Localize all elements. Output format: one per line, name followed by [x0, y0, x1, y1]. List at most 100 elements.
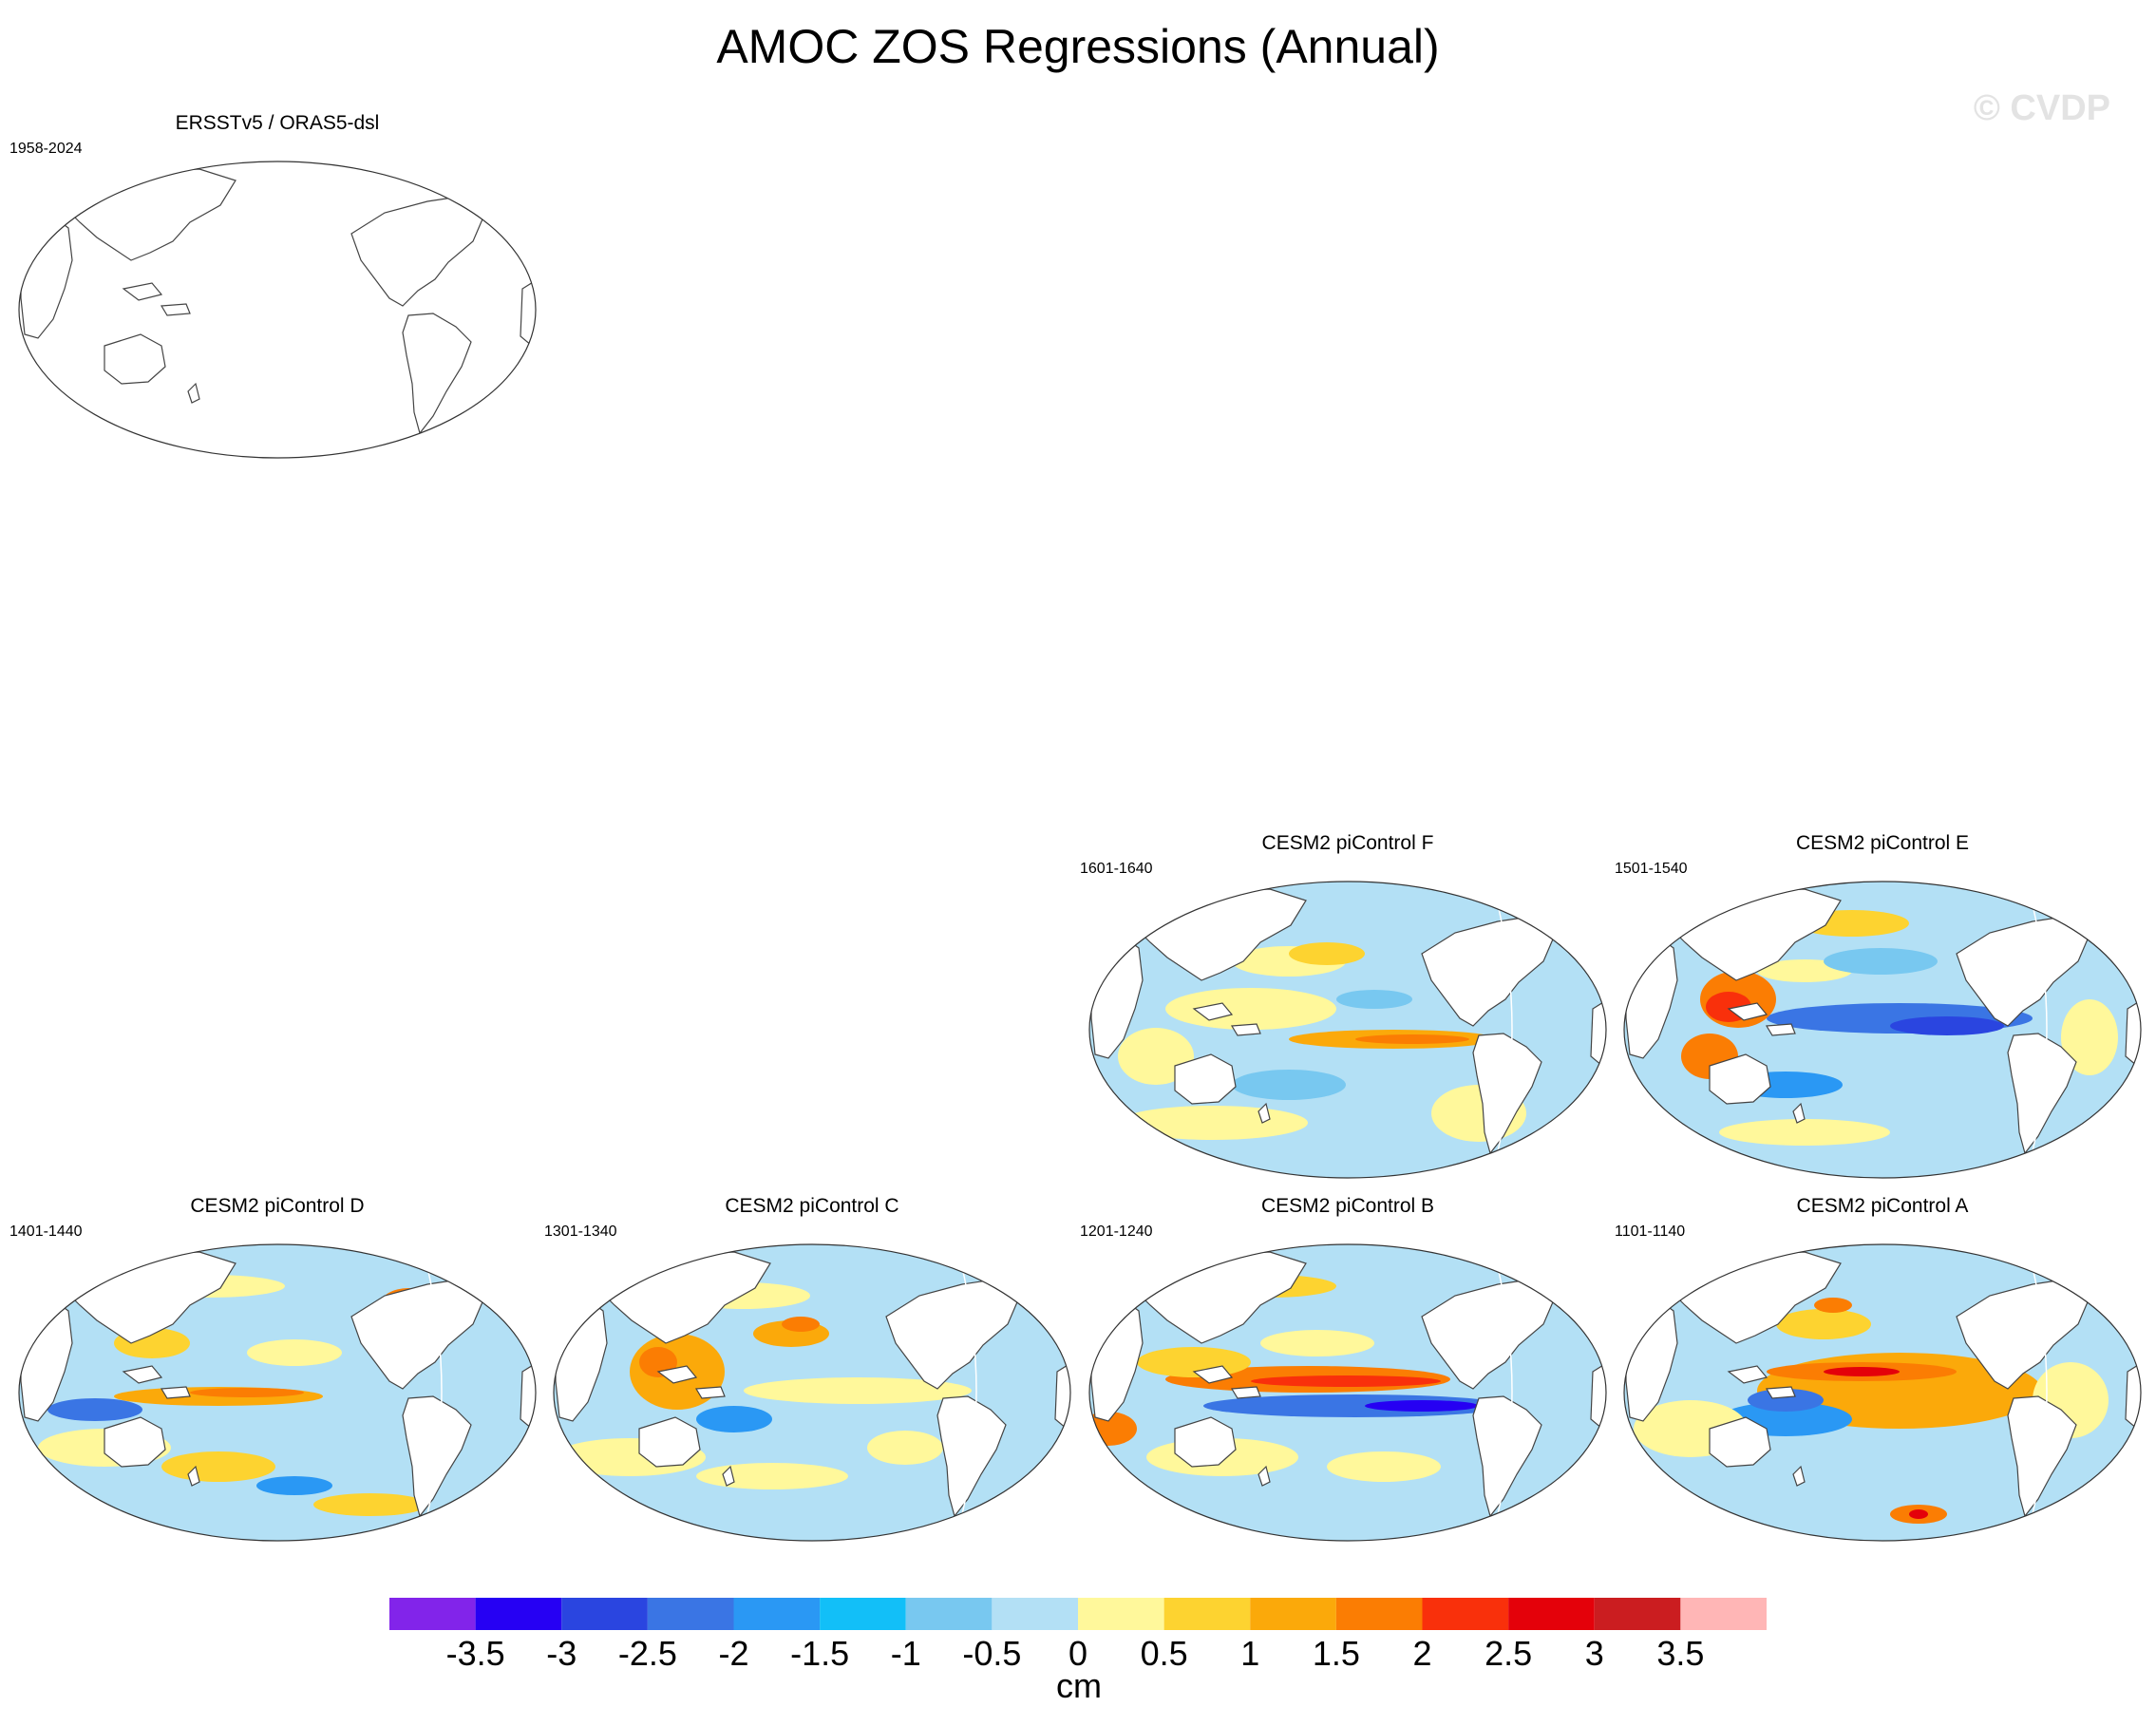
continent-outline — [1590, 997, 1606, 1068]
anomaly-contour — [1289, 942, 1365, 965]
colorbar-box — [1250, 1598, 1336, 1630]
colorbar-box — [389, 1598, 476, 1630]
colorbar — [389, 1598, 1767, 1630]
colorbar-tick-label: 0 — [1068, 1634, 1088, 1673]
continent-outline — [1525, 884, 1573, 924]
continent-outline — [2007, 1395, 2077, 1518]
panel-period: 1501-1540 — [1615, 861, 1688, 877]
continent-outline — [1709, 1053, 1771, 1105]
continent-outline — [2125, 997, 2141, 1068]
panel-title: ERSSTv5 / ORAS5-dsl — [175, 112, 380, 134]
continent-outline — [455, 1247, 502, 1287]
anomaly-contour — [1203, 1394, 1507, 1417]
continent-outline — [1421, 1278, 1556, 1390]
continent-outline — [104, 1416, 166, 1468]
continent-outline — [402, 1395, 472, 1518]
colorbar-tick-label: 1.5 — [1312, 1634, 1360, 1673]
anomaly-contour — [1890, 1016, 2004, 1035]
map-seam — [1497, 903, 1513, 1152]
anomaly-contour — [1137, 1347, 1251, 1377]
panel-period: 1401-1440 — [9, 1223, 83, 1240]
continent-outline — [187, 382, 200, 404]
colorbar-box — [1335, 1598, 1423, 1630]
continent-outline — [160, 1386, 191, 1399]
anomaly-contour — [1824, 948, 1938, 975]
map-panel-F: CESM2 piControl F 1601-1640 — [1080, 832, 1616, 1193]
anomaly-contour — [696, 1406, 772, 1432]
figure-title: AMOC ZOS Regressions (Annual) — [716, 20, 1440, 73]
continent-outline — [1174, 1053, 1237, 1105]
colorbar-tick-label: -0.5 — [962, 1634, 1022, 1673]
anomaly-contour — [161, 1451, 275, 1482]
anomaly-contour — [247, 1339, 342, 1366]
continent-outline — [2060, 1247, 2108, 1287]
continent-outline — [520, 277, 536, 348]
copyright-watermark: © CVDP — [1973, 88, 2110, 128]
map-border — [18, 1243, 537, 1542]
continent-outline — [1727, 1002, 1768, 1021]
continent-outline — [1727, 1365, 1768, 1384]
colorbar-box — [992, 1598, 1078, 1630]
anomaly-contour — [1165, 988, 1336, 1030]
anomaly-contour — [1814, 1298, 1852, 1313]
map-seam — [2032, 903, 2048, 1152]
colorbar-units: cm — [1056, 1666, 1102, 1705]
continent-outline — [1765, 1023, 1796, 1036]
continent-outline — [1230, 1386, 1261, 1399]
map-seam — [1497, 1266, 1513, 1515]
anomaly-contour — [1748, 1389, 1824, 1412]
continent-outline — [520, 1360, 536, 1431]
panel-title: CESM2 piControl B — [1260, 1195, 1435, 1217]
panel-title: CESM2 piControl F — [1261, 832, 1434, 854]
continent-outline — [122, 282, 163, 301]
colorbar-tick-label: -3.5 — [445, 1634, 505, 1673]
colorbar-box — [561, 1598, 648, 1630]
continent-outline — [1590, 1360, 1606, 1431]
continent-outline — [1258, 1102, 1271, 1124]
continent-outline — [1054, 1360, 1070, 1431]
anomaly-contour — [1776, 1309, 1871, 1339]
anomaly-contour — [256, 1476, 332, 1495]
continent-outline — [2125, 1360, 2141, 1431]
continent-outline — [350, 1278, 485, 1390]
continent-outline — [104, 333, 166, 385]
anomaly-contour — [744, 1377, 972, 1404]
colorbar-box — [1422, 1598, 1509, 1630]
colorbar-box — [905, 1598, 993, 1630]
anomaly-contour — [1824, 1367, 1900, 1376]
map-border — [1088, 881, 1607, 1179]
map-panel-A: CESM2 piControl A 1101-1140 — [1615, 1195, 2150, 1556]
map-border — [1623, 881, 2142, 1179]
continent-outline — [2007, 1033, 2077, 1155]
colorbar-tick-label: -1.5 — [790, 1634, 850, 1673]
colorbar-box — [475, 1598, 562, 1630]
anomaly-contour — [1232, 1070, 1346, 1100]
world-map — [18, 1243, 537, 1542]
colorbar-tick-label: -1 — [890, 1634, 921, 1673]
colorbar-tick-label: 2.5 — [1485, 1634, 1533, 1673]
continent-outline — [1765, 1386, 1796, 1399]
continent-outline — [350, 195, 485, 307]
anomaly-contour — [1719, 1119, 1890, 1146]
colorbar-tick-label: 3 — [1584, 1634, 1604, 1673]
continent-outline — [694, 1386, 726, 1399]
colorbar-box — [1594, 1598, 1681, 1630]
panel-title: CESM2 piControl D — [190, 1195, 365, 1217]
continent-outline — [1956, 1278, 2090, 1390]
anomaly-contour — [1355, 1034, 1469, 1044]
continent-outline — [722, 1465, 735, 1487]
continent-outline — [1792, 1102, 1806, 1124]
colorbar-box — [1078, 1598, 1164, 1630]
continent-outline — [1258, 1465, 1271, 1487]
world-map — [553, 1243, 1071, 1542]
colorbar-box — [1508, 1598, 1595, 1630]
continent-outline — [1709, 1416, 1771, 1468]
map-seam — [426, 1266, 443, 1515]
continent-outline — [1525, 1247, 1573, 1287]
map-panel-D: CESM2 piControl D 1401-1440 — [9, 1195, 545, 1556]
continent-outline — [1421, 915, 1556, 1027]
panel-period: 1301-1340 — [544, 1223, 617, 1240]
continent-outline — [1472, 1033, 1542, 1155]
map-seam — [961, 1266, 977, 1515]
continent-outline — [656, 1365, 698, 1384]
